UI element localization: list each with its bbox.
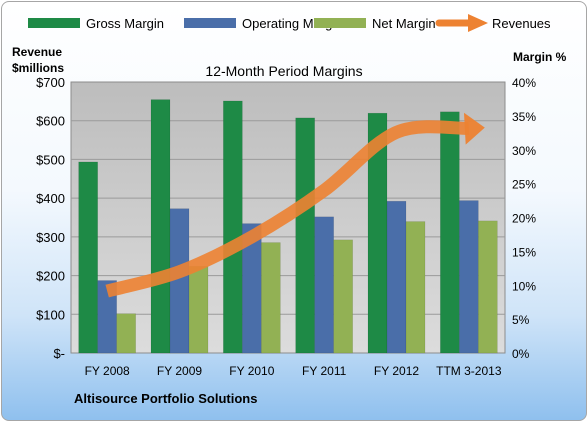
legend: Gross Margin Operating Margin Net Margin… [28,14,551,32]
x-tick-label: FY 2012 [374,364,419,378]
revenue-line-arrowhead [463,112,485,145]
bar-gross-margin [150,99,171,354]
y-left-tick-label: $700 [36,75,65,90]
legend-label-revenues: Revenues [492,16,551,31]
y-left-tick-label: $400 [36,191,65,206]
x-tick-label: FY 2011 [302,364,347,378]
gridlines [71,120,505,315]
legend-label-gross-margin: Gross Margin [86,16,164,31]
y-right-tick-label: 10% [512,279,536,293]
y-right-tick-label: 5% [512,313,530,327]
bar-net-margin [188,266,209,354]
bar-net-margin [405,221,426,354]
footer-company-name: Altisource Portfolio Solutions [74,391,257,406]
bar-net-margin [333,239,353,354]
legend-swatch-gross-margin [28,18,80,28]
bar-operating-margin [314,216,334,354]
bar-net-margin [261,242,281,354]
y-left-tick-label: $- [53,346,65,361]
bars [78,99,498,354]
bar-operating-margin [242,223,262,354]
legend-item-gross-margin: Gross Margin [28,16,164,31]
revenue-line [105,120,470,298]
y-left-tick-label: $100 [36,307,65,322]
legend-item-revenues: Revenues [435,14,551,32]
y-left-tick-label: $600 [36,114,65,129]
y-left-tick-label: $200 [36,269,65,284]
bar-operating-margin [459,200,479,354]
bar-gross-margin [440,111,460,354]
legend-swatch-operating-margin [184,18,236,28]
y-right-tick-label: 35% [512,110,536,124]
y-right-tick-label: 0% [512,347,530,361]
legend-item-net-margin: Net Margin [314,16,436,31]
y-right-tick-label: 30% [512,144,536,158]
y-left-title-line2: $millions [12,61,64,75]
legend-arrow-revenues-head [468,14,488,32]
bar-net-margin [478,220,498,354]
chart-title: 12-Month Period Margins [205,63,362,79]
x-tick-label: FY 2010 [229,364,274,378]
y-right-tick-label: 20% [512,212,536,226]
revenue-line-layer [105,112,485,298]
x-tick-labels: FY 2008 FY 2009 FY 2010 FY 2011 FY 2012 TTM 3… [85,364,502,378]
legend-swatch-net-margin [314,18,366,28]
bar-gross-margin [78,161,98,354]
bar-net-margin [116,313,136,354]
legend-label-net-margin: Net Margin [372,16,436,31]
x-tick-label: FY 2009 [157,364,202,378]
x-tick-label: FY 2008 [85,364,130,378]
bar-operating-margin [386,200,407,354]
bar-gross-margin [223,100,243,354]
x-tick-label: TTM 3-2013 [436,364,502,378]
y-left-tick-label: $500 [36,152,65,167]
y-right-title: Margin % [513,50,567,64]
y-right-tick-labels: 0% 5% 10% 15% 20% 25% 30% 35% 40% [512,76,536,361]
y-left-tick-labels: $- $100 $200 $300 $400 $500 $600 $700 [36,75,65,361]
y-left-title-line1: Revenue [12,45,62,59]
y-right-tick-label: 40% [512,76,536,90]
y-left-tick-label: $300 [36,230,65,245]
y-right-tick-label: 15% [512,245,536,259]
y-right-tick-label: 25% [512,178,536,192]
bar-gross-margin [295,117,315,354]
